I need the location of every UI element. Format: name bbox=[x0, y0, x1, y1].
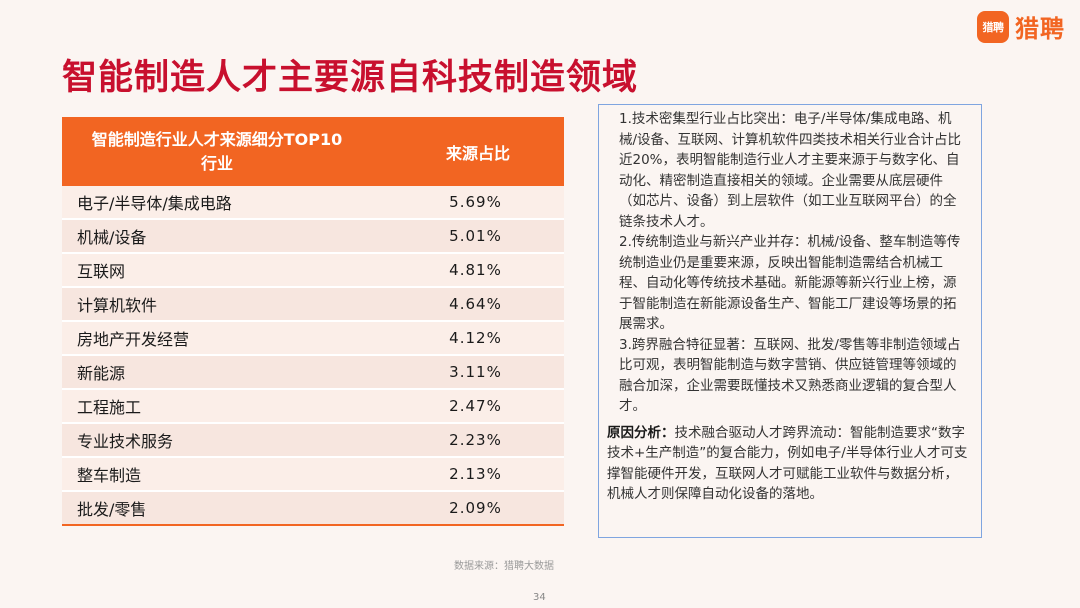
table-row: 整车制造 2.13% bbox=[62, 458, 564, 492]
row-value: 5.01% bbox=[449, 227, 502, 245]
liepin-logo: 猎聘 猎聘 bbox=[977, 9, 1065, 44]
table-row: 机械/设备 5.01% bbox=[62, 220, 564, 254]
row-value: 2.09% bbox=[449, 499, 502, 517]
row-value: 2.13% bbox=[449, 465, 502, 483]
row-category: 工程施工 bbox=[77, 398, 142, 417]
row-value: 4.81% bbox=[449, 261, 502, 279]
header-category-line1: 智能制造行业人才来源细分TOP10 bbox=[91, 129, 343, 149]
table-row: 新能源 3.11% bbox=[62, 356, 564, 390]
table-row: 房地产开发经营 4.12% bbox=[62, 322, 564, 356]
analysis-box: 1.技术密集型行业占比突出：电子/半导体/集成电路、机械/设备、互联网、计算机软… bbox=[598, 104, 982, 538]
row-category: 新能源 bbox=[77, 364, 126, 383]
page-title: 智能制造人才主要源自科技制造领域 bbox=[62, 58, 639, 98]
row-value: 2.47% bbox=[449, 397, 502, 415]
reason-text: 技术融合驱动人才跨界流动：智能制造要求“数字技术+生产制造”的复合能力，例如电子… bbox=[607, 424, 968, 503]
table-row: 电子/半导体/集成电路 5.69% bbox=[62, 186, 564, 220]
row-category: 电子/半导体/集成电路 bbox=[77, 194, 232, 213]
table-row: 专业技术服务 2.23% bbox=[62, 424, 564, 458]
table-header: 智能制造行业人才来源细分TOP10 行业 来源占比 bbox=[62, 117, 564, 186]
analysis-point-1: 1.技术密集型行业占比突出：电子/半导体/集成电路、机械/设备、互联网、计算机软… bbox=[619, 111, 962, 230]
table-body: 电子/半导体/集成电路 5.69% 机械/设备 5.01% 互联网 4.81% 计算机软件 4… bbox=[62, 186, 564, 526]
reason-analysis: 原因分析：技术融合驱动人才跨界流动：智能制造要求“数字技术+生产制造”的复合能力… bbox=[607, 423, 969, 505]
logo-text: 猎聘 bbox=[1015, 15, 1065, 43]
row-category: 房地产开发经营 bbox=[77, 330, 190, 349]
table-row: 批发/零售 2.09% bbox=[62, 492, 564, 524]
table-row: 计算机软件 4.64% bbox=[62, 288, 564, 322]
analysis-point-3: 3.跨界融合特征显著：互联网、批发/零售等非制造领域占比可观，表明智能制造与数字… bbox=[619, 336, 961, 415]
row-category: 专业技术服务 bbox=[77, 432, 174, 451]
table-row: 互联网 4.81% bbox=[62, 254, 564, 288]
data-source-note: 数据来源：猎聘大数据 bbox=[454, 561, 554, 572]
row-value: 2.23% bbox=[449, 431, 502, 449]
row-category: 互联网 bbox=[77, 262, 126, 281]
row-category: 计算机软件 bbox=[77, 296, 158, 315]
row-value: 4.64% bbox=[449, 295, 502, 313]
row-value: 4.12% bbox=[449, 329, 502, 347]
row-value: 3.11% bbox=[449, 363, 502, 381]
header-category: 智能制造行业人才来源细分TOP10 行业 bbox=[62, 128, 372, 176]
row-category: 整车制造 bbox=[77, 466, 142, 485]
row-category: 机械/设备 bbox=[77, 228, 147, 247]
header-category-line2: 行业 bbox=[200, 153, 233, 173]
row-category: 批发/零售 bbox=[77, 500, 147, 519]
reason-label: 原因分析： bbox=[607, 424, 675, 441]
talent-source-table: 智能制造行业人才来源细分TOP10 行业 来源占比 电子/半导体/集成电路 5.6… bbox=[62, 117, 564, 526]
row-value: 5.69% bbox=[449, 193, 502, 211]
header-value: 来源占比 bbox=[445, 143, 510, 163]
table-row: 工程施工 2.47% bbox=[62, 390, 564, 424]
analysis-point-2: 2.传统制造业与新兴产业并存：机械/设备、整车制造等传统制造业仍是重要来源，反映… bbox=[619, 234, 961, 332]
logo-badge: 猎聘 bbox=[977, 10, 1009, 43]
page-number: 34 bbox=[533, 592, 546, 603]
